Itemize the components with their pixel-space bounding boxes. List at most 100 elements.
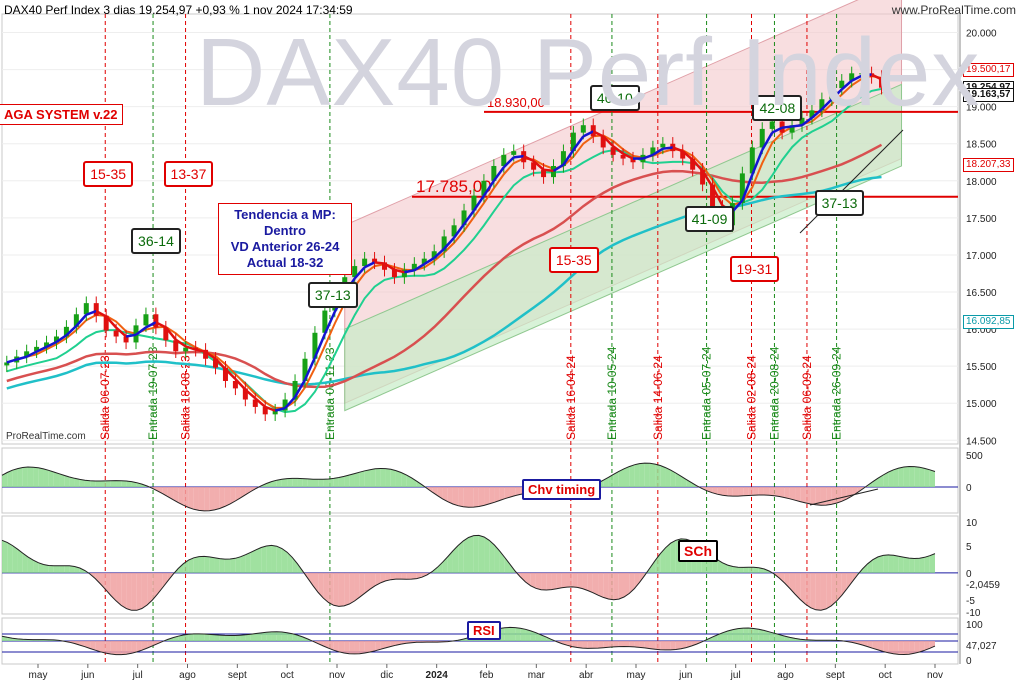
candle-body	[610, 147, 616, 155]
fast-ma-segment	[164, 326, 177, 341]
x-tick-label: ago	[179, 670, 196, 681]
price-axis-label: 19.500,17	[963, 62, 1014, 77]
sch-oscillator-area	[903, 557, 910, 573]
chv-oscillator-area	[748, 487, 754, 496]
candle-body	[252, 399, 258, 407]
brand-link[interactable]: www.ProRealTime.com	[891, 3, 1016, 17]
rsi-oscillator-area	[255, 632, 262, 641]
sch-oscillator-area	[219, 558, 225, 573]
rsi-oscillator-area	[318, 641, 324, 647]
candle-body	[749, 147, 755, 174]
candle-body	[700, 169, 706, 185]
chv-oscillator-area	[722, 487, 728, 496]
y-tick-label: 17.000	[966, 251, 997, 262]
sch-oscillator-area	[375, 572, 381, 586]
fast-ma-segment	[492, 166, 505, 182]
chv-oscillator-area	[442, 487, 448, 502]
candle-body	[391, 269, 397, 278]
fast-ma-segment	[55, 334, 68, 343]
candle-body	[560, 151, 566, 166]
rsi-oscillator-area	[587, 641, 593, 649]
chv-oscillator-area	[188, 487, 194, 510]
sch-oscillator-area	[349, 572, 355, 604]
chv-oscillator-area	[359, 470, 365, 487]
fast-ma-segment	[234, 378, 247, 391]
chv-oscillator-area	[452, 487, 459, 506]
chv-oscillator-area	[706, 487, 713, 493]
rsi-oscillator-area	[903, 641, 910, 655]
sch-oscillator-area	[753, 567, 759, 573]
rsi-oscillator-area	[665, 641, 671, 650]
sch-oscillator-area	[452, 545, 459, 573]
rsi-oscillator-area	[354, 641, 360, 654]
chv-oscillator-area	[447, 487, 453, 504]
chv-trend-line	[809, 488, 879, 506]
chv-oscillator-area	[929, 469, 935, 487]
rsi-oscillator-area	[183, 634, 189, 641]
chv-oscillator-area	[831, 487, 837, 505]
candle-body	[362, 258, 368, 267]
fast-ma-segment	[264, 405, 276, 412]
chv-oscillator-area	[245, 487, 251, 495]
rsi-oscillator-area	[116, 641, 122, 655]
chv-oscillator-area	[323, 478, 329, 487]
chv-oscillator-area	[375, 468, 381, 487]
sch-oscillator-area	[618, 572, 624, 600]
candle-body	[272, 410, 278, 415]
chv-oscillator-area	[27, 467, 34, 487]
x-tick-label: may	[29, 670, 48, 681]
sch-oscillator-area	[665, 543, 671, 573]
candle-body	[839, 80, 845, 89]
sch-oscillator-area	[727, 565, 733, 573]
chv-oscillator-area	[224, 487, 231, 507]
fast-ma-segment	[135, 326, 147, 336]
indicator-tick-label: 0	[966, 569, 972, 580]
sch-oscillator-area	[126, 572, 132, 611]
candle-body	[501, 154, 507, 166]
fast-ma-segment	[404, 269, 415, 274]
indicator-tick-label: 5	[966, 542, 972, 553]
chv-oscillator-area	[271, 480, 277, 487]
sch-oscillator-area	[437, 562, 443, 573]
fast-ma-segment	[820, 98, 833, 111]
rsi-oscillator-area	[743, 628, 749, 641]
chv-oscillator-area	[743, 487, 749, 496]
sch-label: SCh	[678, 540, 718, 562]
signal-box: 40-10	[589, 85, 640, 112]
sch-oscillator-area	[779, 572, 785, 584]
candle-body	[660, 143, 666, 148]
candle-body	[590, 125, 596, 137]
fast-ma-segment	[771, 126, 783, 134]
fast-ma-segment	[274, 406, 286, 412]
candle-body	[710, 184, 716, 207]
signal-date-label: Salida 18-08-23	[179, 355, 193, 440]
signal-date-label: Salida 14-06-24	[651, 355, 665, 440]
y-tick-label: 17.500	[966, 214, 997, 225]
fast-ma-segment	[394, 268, 405, 274]
chv-oscillator-area	[370, 468, 376, 487]
candle-body	[312, 332, 318, 359]
sch-oscillator-area	[613, 572, 619, 600]
sch-oscillator-area	[79, 567, 85, 573]
chv-oscillator-area	[395, 470, 402, 487]
chv-oscillator-area	[686, 479, 692, 487]
chv-oscillator-area	[665, 467, 671, 487]
sch-oscillator-area	[7, 542, 13, 573]
candle-body	[34, 346, 40, 352]
sch-oscillator-area	[898, 556, 904, 573]
signal-box: 15-35	[83, 161, 134, 188]
candle-body	[153, 314, 159, 328]
fast-ma-segment	[443, 236, 456, 250]
rsi-last-value: 47,027	[966, 641, 997, 652]
x-tick-label: 2024	[426, 670, 449, 681]
fast-ma-segment	[472, 194, 485, 212]
x-tick-label: feb	[480, 670, 494, 681]
fast-ma-segment	[652, 147, 664, 156]
sch-oscillator-area	[141, 572, 148, 609]
sch-oscillator-area	[276, 546, 282, 573]
chv-oscillator-area	[318, 479, 324, 487]
rsi-oscillator-area	[909, 641, 915, 655]
chv-oscillator-area	[639, 463, 645, 487]
chv-oscillator-area	[655, 464, 661, 487]
